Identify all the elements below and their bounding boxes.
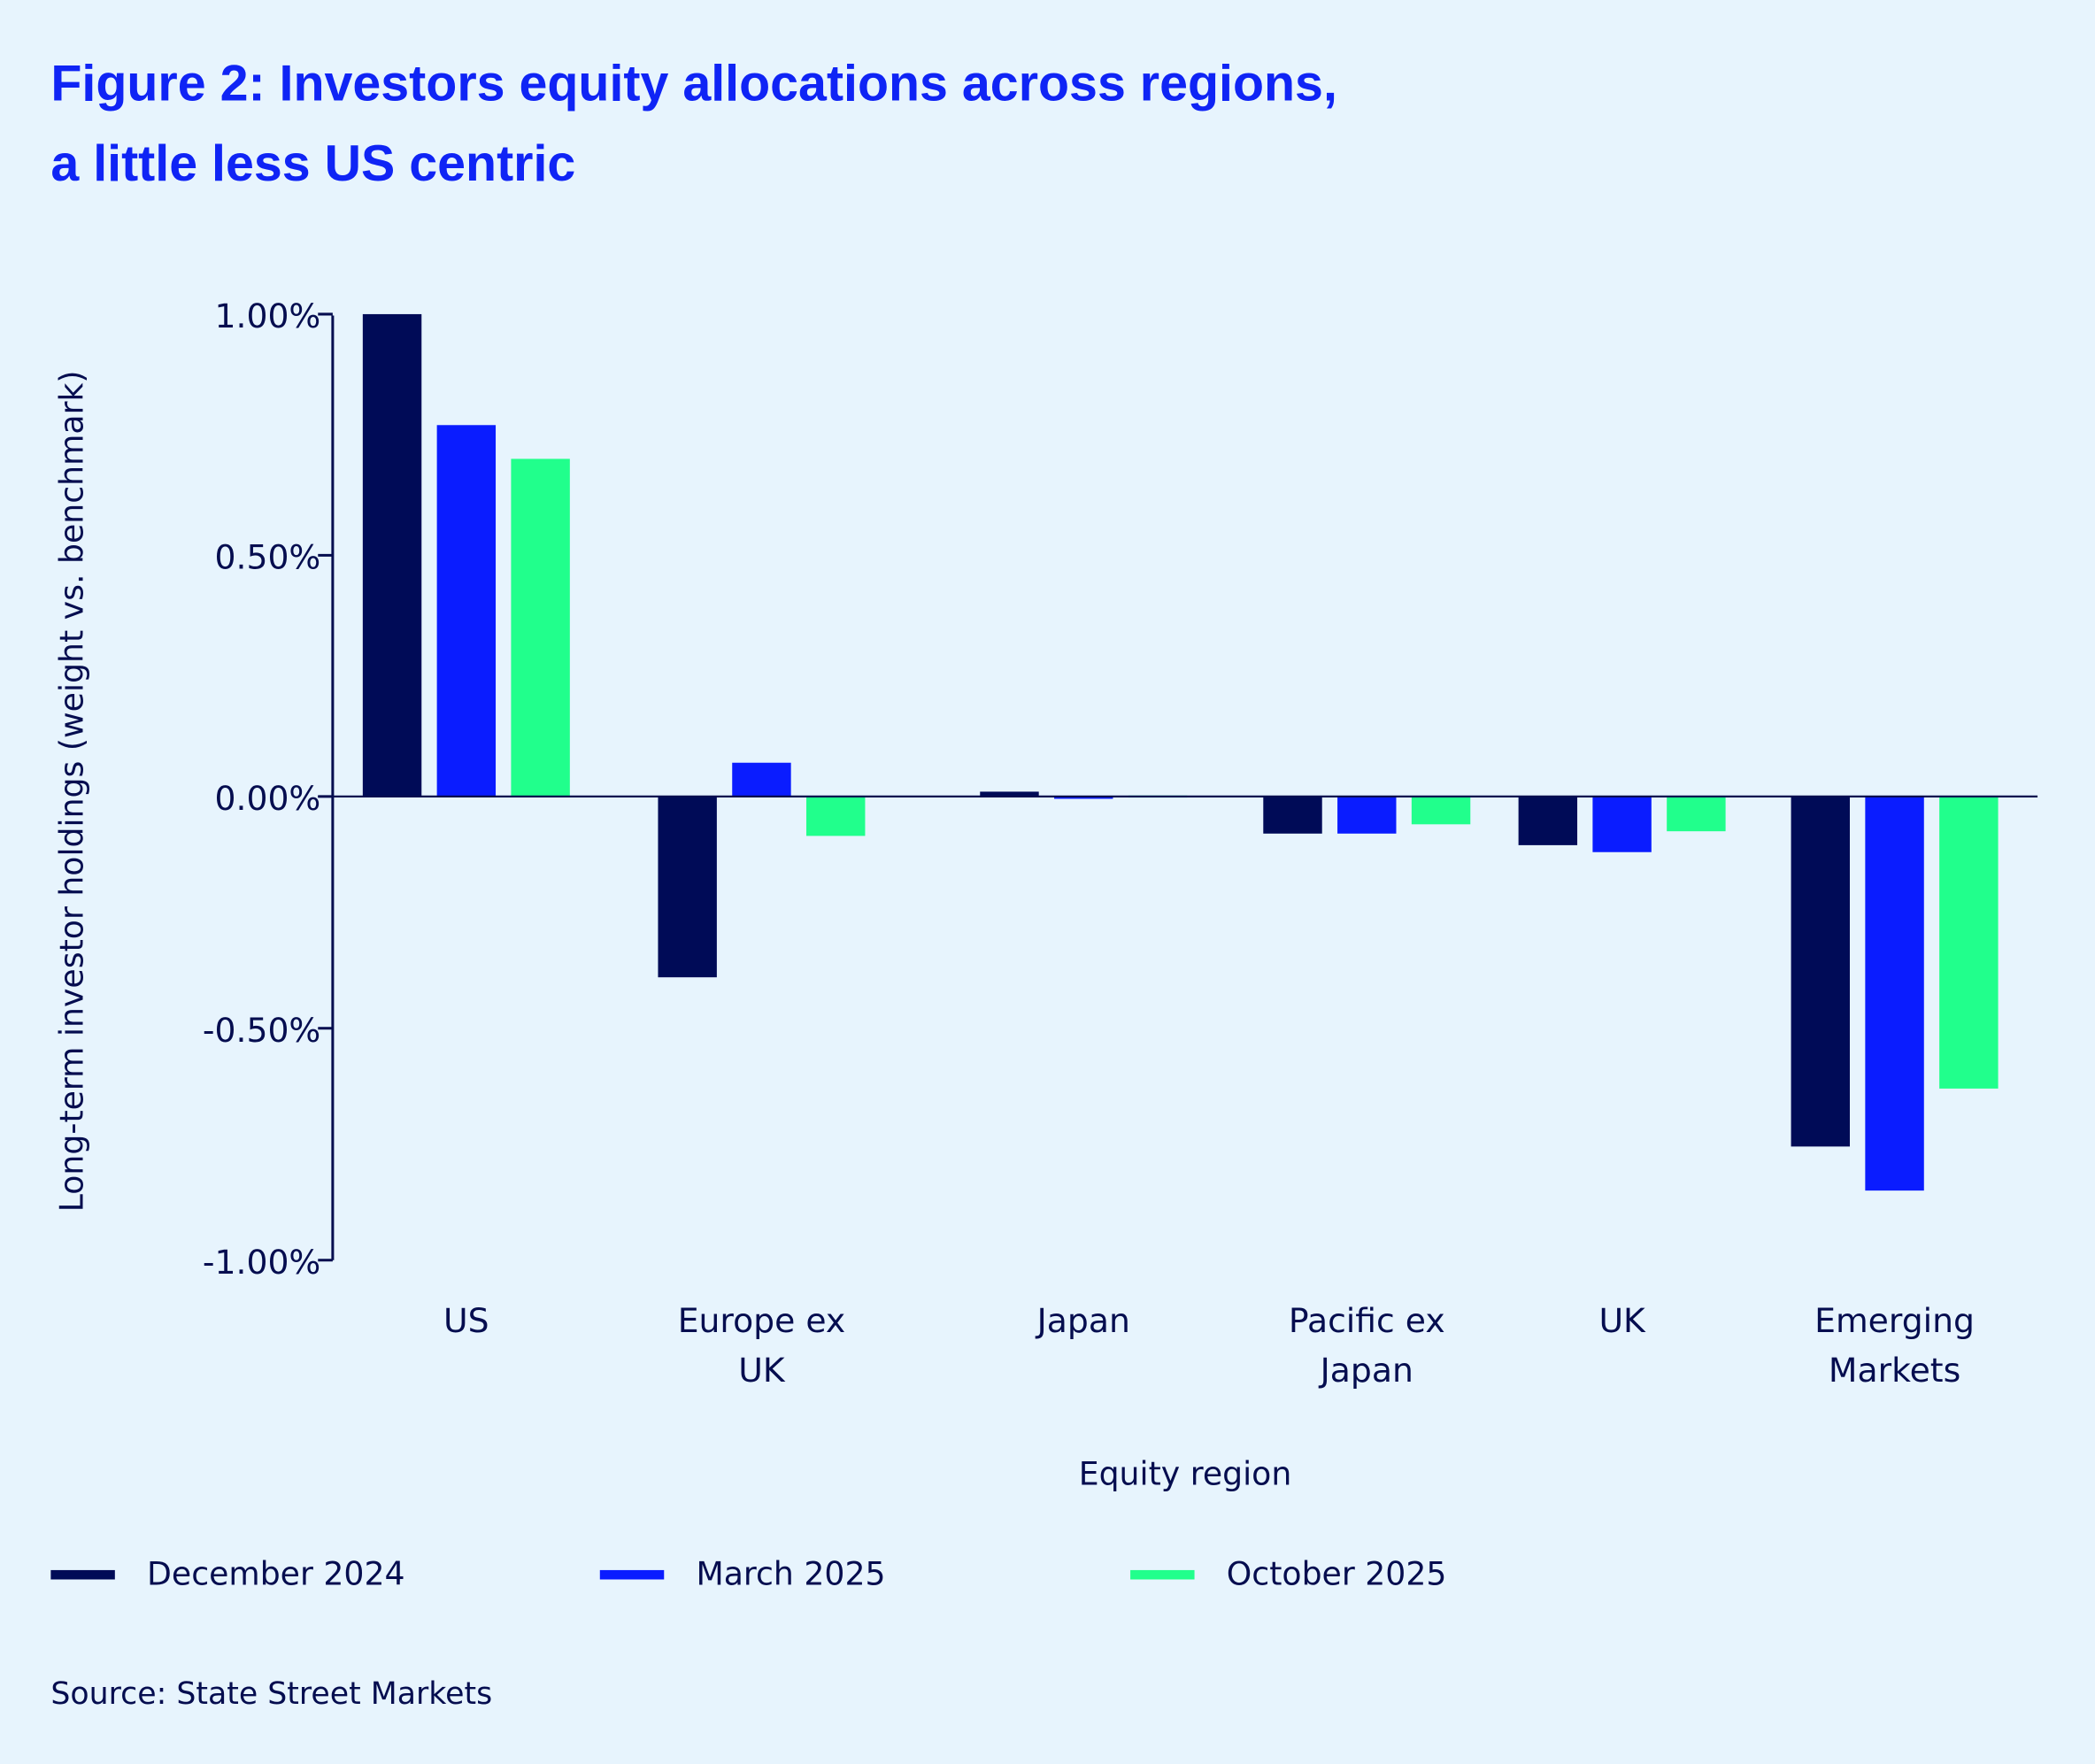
- y-tick-label: 0.50%: [214, 538, 320, 577]
- bar-2-4: [1667, 796, 1726, 832]
- y-tick-label: -0.50%: [203, 1011, 320, 1050]
- bar-2-5: [1939, 796, 1999, 1089]
- bar-1-5: [1865, 796, 1924, 1191]
- bar-1-2: [1054, 796, 1113, 799]
- x-category-label: Markets: [1829, 1351, 1960, 1390]
- bar-0-4: [1518, 796, 1578, 845]
- bar-2-1: [806, 796, 866, 836]
- bar-0-2: [980, 791, 1039, 797]
- chart-title-line-2: a little less US centric: [50, 135, 575, 192]
- bar-0-5: [1791, 796, 1850, 1147]
- y-tick-label: -1.00%: [203, 1243, 320, 1282]
- legend-swatch-1: [599, 1569, 665, 1580]
- bar-0-0: [362, 313, 422, 797]
- bar-1-4: [1592, 796, 1652, 852]
- legend-swatch-0: [50, 1569, 115, 1580]
- y-tick-label: 1.00%: [214, 297, 320, 335]
- bar-2-3: [1411, 796, 1471, 825]
- bar-0-3: [1263, 796, 1322, 834]
- x-category-label: UK: [1598, 1301, 1646, 1340]
- bar-2-0: [511, 458, 570, 797]
- x-category-label: US: [443, 1301, 489, 1340]
- source-note: Source: State Street Markets: [50, 1676, 492, 1712]
- bars-group: [362, 313, 1999, 1191]
- x-category-label: UK: [738, 1351, 786, 1390]
- chart-title-line-1: Figure 2: Investors equity allocations a…: [50, 55, 1337, 112]
- y-tick-label: 0.00%: [214, 779, 320, 818]
- legend: December 2024 March 2025 October 2025: [50, 1555, 1446, 1593]
- legend-label-2: October 2025: [1227, 1555, 1447, 1593]
- x-axis-label: Equity region: [1079, 1454, 1292, 1492]
- x-category-label: Japan: [1319, 1351, 1413, 1390]
- bar-1-3: [1337, 796, 1397, 834]
- y-ticks: 1.00% 0.50% 0.00% -0.50% -1.00%: [203, 297, 333, 1282]
- x-category-label: Europe ex: [678, 1301, 846, 1340]
- legend-swatch-2: [1130, 1569, 1195, 1580]
- bar-1-1: [732, 762, 791, 797]
- legend-label-0: December 2024: [147, 1555, 405, 1593]
- x-category-label: Japan: [1036, 1301, 1130, 1340]
- x-category-label: Pacific ex: [1289, 1301, 1445, 1340]
- bar-1-0: [436, 425, 497, 797]
- bar-0-1: [658, 796, 717, 978]
- legend-label-1: March 2025: [696, 1555, 885, 1593]
- x-category-label: Emerging: [1814, 1301, 1975, 1340]
- y-axis-label: Long-term investor holdings (weight vs. …: [53, 370, 91, 1212]
- x-categories: US Europe ex UK Japan Pacific ex Japan UK Emerg…: [443, 1301, 1975, 1390]
